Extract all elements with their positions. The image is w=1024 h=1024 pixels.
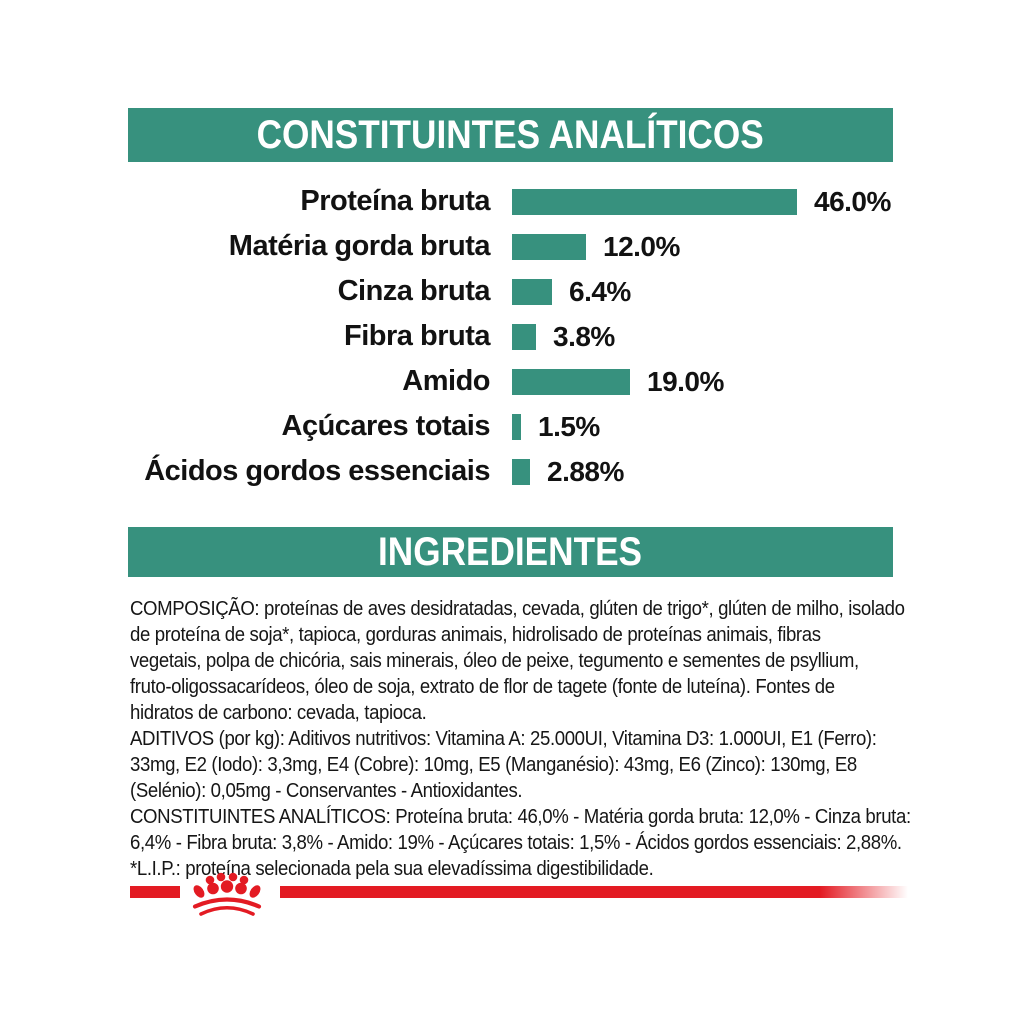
chart-row: Fibra bruta 3.8%	[128, 314, 908, 359]
chart-value-label: 46.0%	[814, 185, 891, 217]
ingredients-text-line: de proteína de soja*, tapioca, gorduras …	[130, 624, 821, 646]
chart-row: Açúcares totais 1.5%	[128, 404, 908, 449]
chart-value-label: 1.5%	[538, 410, 600, 442]
chart-row: Amido 19.0%	[128, 359, 908, 404]
ingredients-header: INGREDIENTES	[128, 527, 893, 577]
chart-row: Ácidos gordos essenciais 2.88%	[128, 449, 908, 494]
chart-category-label: Matéria gorda bruta	[228, 230, 491, 262]
ingredients-title: INGREDIENTES	[378, 529, 643, 574]
chart-bar	[512, 188, 797, 215]
chart-bar	[512, 458, 530, 485]
ingredients-text-line: fruto-oligossacarídeos, óleo de soja, ex…	[130, 676, 835, 698]
chart-bar	[512, 413, 521, 440]
ingredients-text-line: vegetais, polpa de chicória, sais minera…	[130, 650, 859, 672]
brand-divider-right	[280, 886, 908, 898]
ingredients-text-line: 6,4% - Fibra bruta: 3,8% - Amido: 19% - …	[130, 832, 902, 854]
chart-row: Matéria gorda bruta 12.0%	[128, 224, 908, 269]
ingredients-text-line: (Selénio): 0,05mg - Conservantes - Antio…	[130, 780, 523, 802]
chart-category-label: Açúcares totais	[281, 410, 491, 442]
chart-bar	[512, 278, 552, 305]
analytical-constituents-header: CONSTITUINTES ANALÍTICOS	[128, 108, 893, 162]
royal-canin-crown-icon	[192, 872, 262, 916]
analytical-constituents-title: CONSTITUINTES ANALÍTICOS	[256, 112, 765, 157]
chart-value-label: 3.8%	[553, 320, 615, 352]
chart-category-label: Fibra bruta	[344, 320, 490, 352]
chart-value-label: 6.4%	[569, 275, 631, 307]
ingredients-text-line: ADITIVOS (por kg): Aditivos nutritivos: …	[130, 728, 877, 750]
chart-row: Cinza bruta 6.4%	[128, 269, 908, 314]
ingredients-text-line: CONSTITUINTES ANALÍTICOS: Proteína bruta…	[130, 806, 911, 828]
ingredients-text-block: COMPOSIÇÃO: proteínas de aves desidratad…	[130, 596, 911, 882]
ingredients-text-line: hidratos de carbono: cevada, tapioca.	[130, 702, 427, 724]
chart-category-label: Amido	[402, 365, 490, 397]
chart-bar	[512, 233, 586, 260]
ingredients-text-line: COMPOSIÇÃO: proteínas de aves desidratad…	[130, 598, 905, 620]
chart-category-label: Cinza bruta	[337, 275, 491, 307]
chart-category-label: Proteína bruta	[300, 185, 490, 217]
brand-divider-left	[130, 886, 180, 898]
chart-bar	[512, 323, 536, 350]
ingredients-text-line: 33mg, E2 (Iodo): 3,3mg, E4 (Cobre): 10mg…	[130, 754, 857, 776]
chart-bar	[512, 368, 630, 395]
chart-value-label: 19.0%	[647, 365, 724, 397]
chart-value-label: 2.88%	[547, 455, 624, 487]
chart-category-label: Ácidos gordos essenciais	[144, 455, 490, 487]
analytical-chart: Proteína bruta 46.0% Matéria gorda bruta 12…	[128, 179, 908, 494]
chart-value-label: 12.0%	[603, 230, 680, 262]
ingredients-text-line: *L.I.P.: proteína selecionada pela sua e…	[130, 858, 654, 880]
chart-row: Proteína bruta 46.0%	[128, 179, 908, 224]
